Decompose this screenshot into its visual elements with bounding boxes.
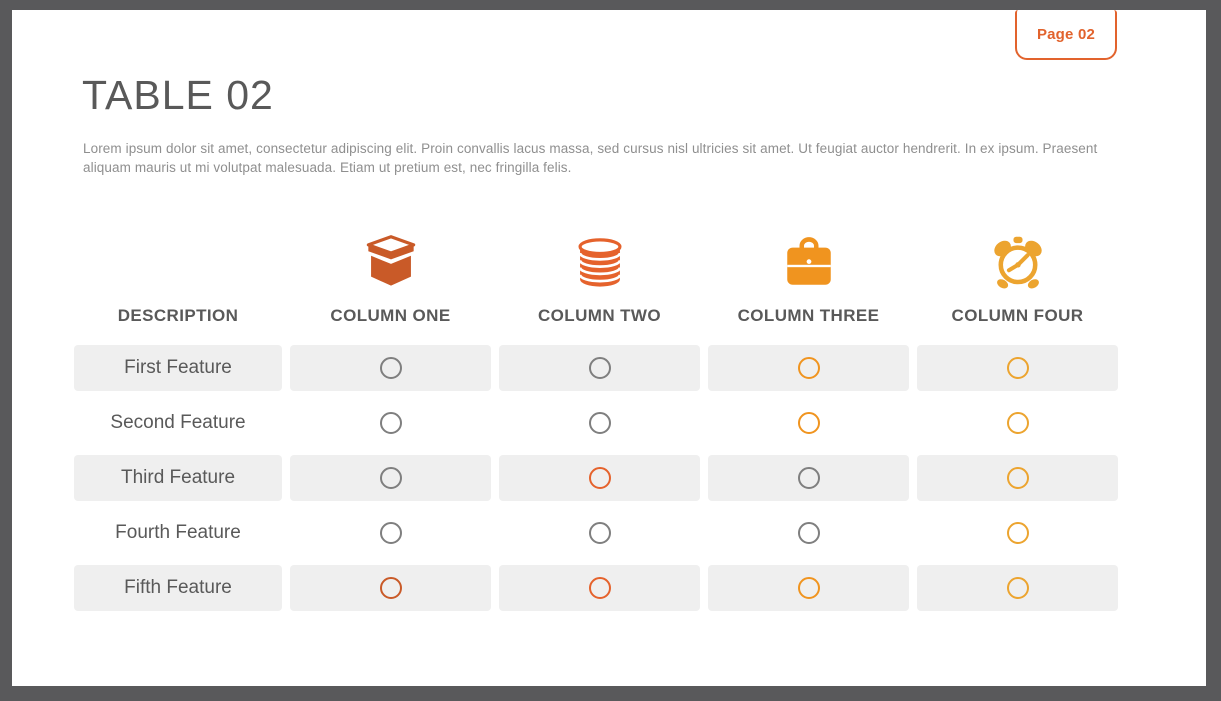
- feature-table: DESCRIPTION COLUMN ONE COLUMN TWO COLUMN…: [74, 220, 1118, 611]
- row-label: Second Feature: [110, 412, 246, 433]
- radio-circle-selected[interactable]: [797, 412, 820, 434]
- column-two-header: COLUMN TWO: [538, 306, 661, 325]
- radio-circle[interactable]: [379, 467, 402, 489]
- table-row: Second Feature: [74, 400, 1118, 446]
- mark-cell: [290, 345, 491, 391]
- description-header: DESCRIPTION: [117, 306, 239, 325]
- radio-circle-selected[interactable]: [1006, 577, 1029, 599]
- briefcase-icon: [708, 234, 909, 292]
- radio-circle-selected[interactable]: [797, 577, 820, 599]
- row-label: Fifth Feature: [74, 565, 282, 611]
- mark-cell: [499, 400, 700, 446]
- radio-circle[interactable]: [588, 357, 611, 379]
- mark-cell: [917, 400, 1118, 446]
- mark-cell: [708, 510, 909, 556]
- radio-circle-selected[interactable]: [797, 357, 820, 379]
- table-row: Fourth Feature: [74, 510, 1118, 556]
- slide: Page 02 TABLE 02 Lorem ipsum dolor sit a…: [12, 10, 1206, 686]
- intro-paragraph: Lorem ipsum dolor sit amet, consectetur …: [83, 141, 1098, 175]
- radio-circle[interactable]: [797, 522, 820, 544]
- mark-cell: [917, 510, 1118, 556]
- row-label: Third Feature: [74, 455, 282, 501]
- radio-circle-selected[interactable]: [1006, 467, 1029, 489]
- mark-cell: [499, 510, 700, 556]
- mark-cell: [499, 345, 700, 391]
- page-number-label: Page 02: [1036, 25, 1096, 43]
- mark-cell: [708, 345, 909, 391]
- table-header-row: DESCRIPTION COLUMN ONE COLUMN TWO COLUMN…: [74, 306, 1118, 326]
- table-row: Third Feature: [74, 455, 1118, 501]
- radio-circle-selected[interactable]: [1006, 357, 1029, 379]
- page-number-badge: Page 02: [1015, 10, 1117, 60]
- mark-cell: [708, 400, 909, 446]
- mark-cell: [917, 345, 1118, 391]
- column-three-header: COLUMN THREE: [737, 306, 880, 325]
- alarm-clock-icon: [917, 234, 1118, 292]
- mark-cell: [290, 565, 491, 611]
- row-label: Fourth Feature: [115, 522, 241, 543]
- mark-cell: [708, 455, 909, 501]
- radio-circle-selected[interactable]: [588, 577, 611, 599]
- radio-circle-selected[interactable]: [1006, 522, 1029, 544]
- box-icon: [290, 234, 491, 292]
- database-icon: [499, 234, 700, 292]
- column-icons-row: [74, 220, 1118, 292]
- radio-circle-selected[interactable]: [379, 577, 402, 599]
- mark-cell: [499, 565, 700, 611]
- radio-circle[interactable]: [588, 412, 611, 434]
- mark-cell: [917, 565, 1118, 611]
- mark-cell: [290, 510, 491, 556]
- table-rows: First Feature Second Feature Third Feature…: [74, 345, 1118, 611]
- radio-circle-selected[interactable]: [1006, 412, 1029, 434]
- mark-cell: [290, 455, 491, 501]
- radio-circle[interactable]: [588, 522, 611, 544]
- mark-cell: [917, 455, 1118, 501]
- mark-cell: [708, 565, 909, 611]
- column-four-header: COLUMN FOUR: [951, 306, 1084, 325]
- radio-circle[interactable]: [379, 357, 402, 379]
- row-label: First Feature: [74, 345, 282, 391]
- table-row: Fifth Feature: [74, 565, 1118, 611]
- radio-circle-selected[interactable]: [588, 467, 611, 489]
- radio-circle[interactable]: [379, 412, 402, 434]
- radio-circle[interactable]: [379, 522, 402, 544]
- radio-circle[interactable]: [797, 467, 820, 489]
- table-row: First Feature: [74, 345, 1118, 391]
- column-one-header: COLUMN ONE: [330, 306, 451, 325]
- mark-cell: [290, 400, 491, 446]
- mark-cell: [499, 455, 700, 501]
- page-title: TABLE 02: [82, 72, 274, 118]
